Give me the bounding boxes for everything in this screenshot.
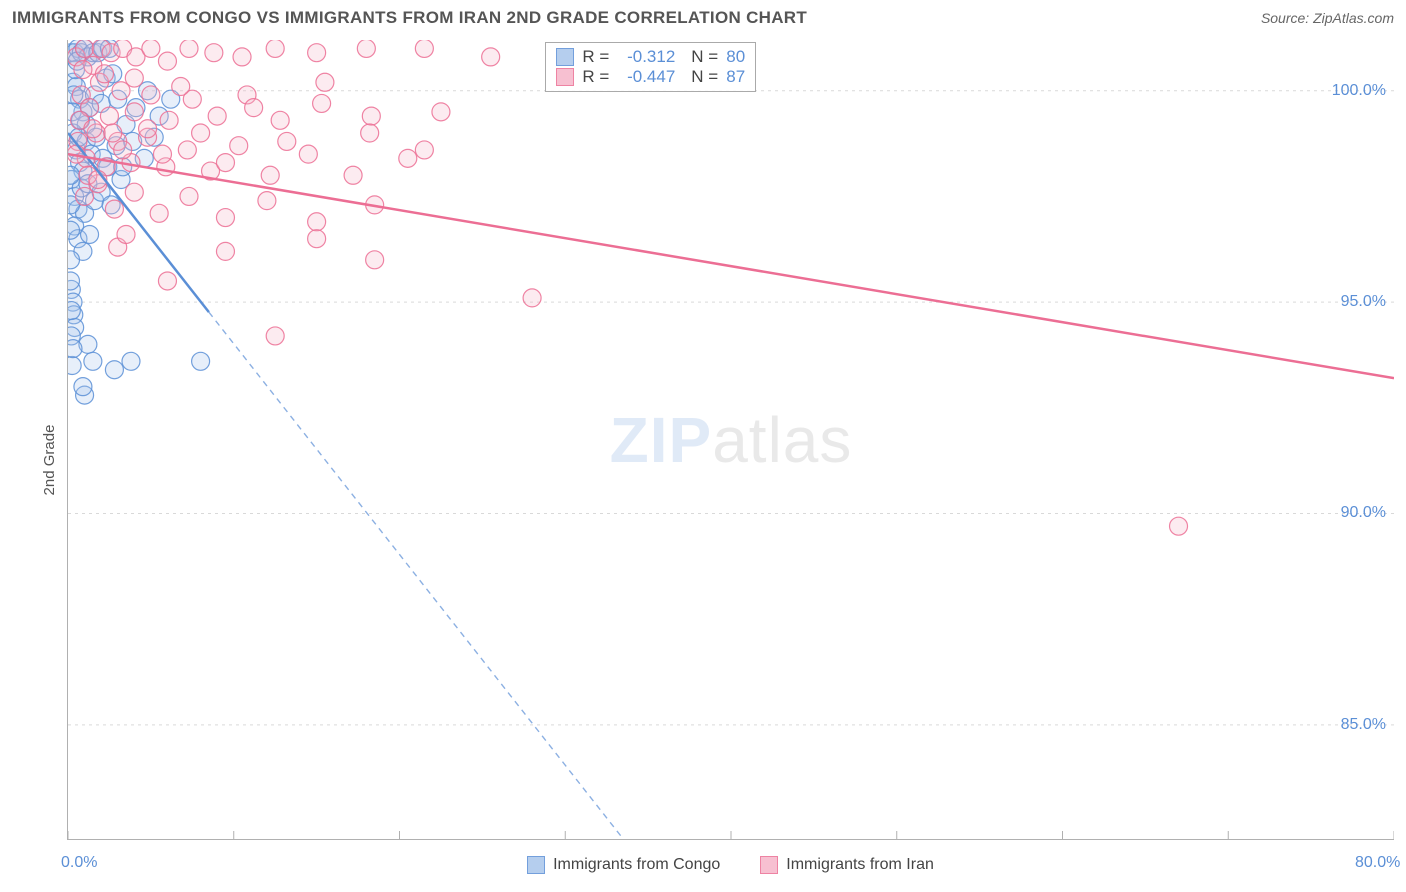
legend-swatch	[556, 48, 574, 66]
legend-swatch	[527, 856, 545, 874]
stat-r-label: R =	[582, 67, 609, 87]
stat-r-label: R =	[582, 47, 609, 67]
stat-n-label: N =	[691, 67, 718, 87]
legend-swatch	[556, 68, 574, 86]
stat-n-value: 87	[726, 67, 745, 87]
stat-n-label: N =	[691, 47, 718, 67]
y-tick-label: 100.0%	[1332, 82, 1386, 100]
stat-legend-row: R = -0.447 N = 87	[556, 67, 745, 87]
y-tick-label: 90.0%	[1341, 504, 1386, 522]
legend-swatch	[760, 856, 778, 874]
y-tick-label: 95.0%	[1341, 293, 1386, 311]
chart-header: IMMIGRANTS FROM CONGO VS IMMIGRANTS FROM…	[0, 0, 1406, 34]
chart-title: IMMIGRANTS FROM CONGO VS IMMIGRANTS FROM…	[12, 8, 807, 28]
stat-r-value: -0.312	[617, 47, 675, 67]
y-tick-label: 85.0%	[1341, 716, 1386, 734]
plot-area: ZIPatlas R =-0.312N =80R =-0.447N =87 85…	[67, 40, 1394, 840]
legend-item: Immigrants from Congo	[527, 856, 720, 874]
y-axis-label: 2nd Grade	[41, 425, 58, 496]
chart-area: 2nd Grade ZIPatlas R =-0.312N =80R =-0.4…	[12, 40, 1394, 880]
stat-n-value: 80	[726, 47, 745, 67]
legend-label: Immigrants from Iran	[786, 856, 934, 874]
x-tick-label: 0.0%	[61, 854, 97, 872]
legend-label: Immigrants from Congo	[553, 856, 720, 874]
x-tick-label: 80.0%	[1355, 854, 1400, 872]
chart-source: Source: ZipAtlas.com	[1261, 10, 1394, 26]
plot-svg	[68, 40, 1394, 839]
legend-item: Immigrants from Iran	[760, 856, 934, 874]
stat-legend-box: R = -0.312 N = 80 R = -0.447 N = 87	[545, 42, 756, 92]
bottom-legend: Immigrants from Congo Immigrants from Ira…	[67, 850, 1394, 880]
stat-legend-row: R = -0.312 N = 80	[556, 47, 745, 67]
stat-r-value: -0.447	[617, 67, 675, 87]
